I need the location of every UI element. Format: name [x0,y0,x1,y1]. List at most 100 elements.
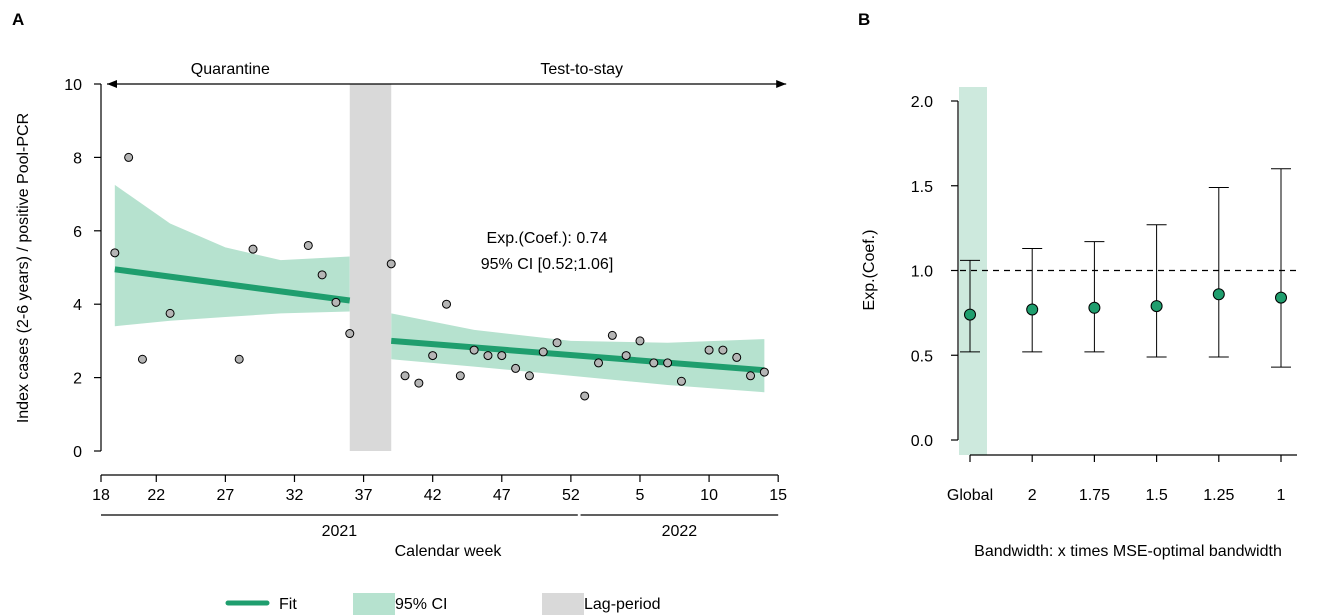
lag-period-band [349,84,392,451]
data-point [455,371,465,381]
x-axis: Global 2 1.75 1.5 1.25 1 [947,454,1297,504]
data-point [303,240,313,250]
x-tick-label: Global [947,487,993,504]
data-point [649,358,659,368]
year-label: 2022 [662,523,698,540]
y-axis-title: Exp.(Coef.) [861,230,878,311]
year-axis: 2021 2022 [101,514,779,540]
x-tick-label: 18 [92,487,110,504]
x-tick-label: 10 [700,487,718,504]
data-point [124,152,134,162]
estimate-point [1026,303,1039,316]
legend-swatch-ci [353,593,395,615]
data-point [317,270,327,280]
ci-band-pre [114,184,350,327]
data-point [621,351,631,361]
y-tick-label: 2.0 [911,94,933,111]
legend-label-fit: Fit [279,596,297,613]
arrow-right-icon [776,80,787,88]
estimate-point [1088,301,1101,314]
estimate-point [964,308,976,321]
data-point [497,351,507,361]
data-point [469,345,479,355]
x-tick-label: 47 [493,487,511,504]
y-axis-title: Index cases (2-6 years) / positive Pool-… [15,113,32,423]
y-tick-label: 6 [73,224,82,241]
data-point [165,308,175,318]
data-point [511,363,521,373]
phase-label-quarantine: Quarantine [191,61,270,78]
data-point [442,299,451,309]
data-point [345,329,355,339]
legend: Fit 95% CI Lag-period [225,593,661,615]
x-tick-label: 37 [355,487,373,504]
y-tick-label: 1.0 [911,264,933,281]
data-point [594,358,604,368]
year-label: 2021 [322,523,358,540]
x-tick-label: 15 [769,487,787,504]
data-point [414,378,424,388]
fit-lines [114,266,765,374]
data-point [676,376,686,386]
estimate-point [1150,300,1163,313]
data-point [552,338,562,348]
phase-label-test-to-stay: Test-to-stay [540,61,623,78]
data-point [483,351,493,361]
x-tick-label: 5 [636,487,645,504]
x-tick-label: 1 [1277,487,1286,504]
data-point [331,297,341,307]
ci-annotation: 95% CI [0.52;1.06] [481,256,614,273]
y-tick-label: 0 [73,444,82,461]
data-point [718,345,728,355]
panel-b-chart: 0.0 0.5 1.0 1.5 2.0 Global 2 1.75 1.5 1.25 1 Exp.… [861,87,1297,560]
estimate-point [1275,291,1287,304]
data-point [580,391,590,401]
data-point [538,347,548,357]
x-axis-title: Calendar week [395,543,503,560]
x-tick-label: 42 [424,487,442,504]
y-tick-label: 1.5 [911,179,933,196]
data-point [524,371,534,381]
phase-arrows: Quarantine Test-to-stay [107,61,787,88]
fit-line-pre [114,266,351,304]
legend-swatch-lag [542,593,584,615]
estimate-point [1212,288,1225,301]
data-point [704,345,714,355]
x-tick-label: 22 [147,487,165,504]
arrow-left-icon [107,80,117,88]
data-point [746,371,756,381]
y-tick-label: 0.0 [911,433,933,450]
data-point [635,336,645,346]
data-points [110,152,769,401]
panel-label-b: B [858,10,870,29]
data-point [759,367,769,377]
y-tick-label: 10 [64,77,82,94]
y-axis: 0 2 4 6 8 10 [64,77,102,461]
y-tick-label: 8 [73,150,82,167]
data-point [607,330,617,340]
data-point [137,354,147,364]
y-tick-label: 0.5 [911,348,933,365]
data-point [428,351,438,361]
x-axis: 18 22 27 32 37 42 47 52 5 10 15 [92,474,787,504]
panel-label-a: A [12,10,24,29]
estimate-points [964,288,1287,321]
data-point [732,352,742,362]
x-tick-label: 52 [562,487,580,504]
legend-label-lag: Lag-period [584,596,661,613]
x-tick-label: 32 [286,487,304,504]
data-point [234,354,244,364]
coef-annotation: Exp.(Coef.): 0.74 [487,230,608,247]
error-bars [960,168,1291,368]
y-axis: 0.0 0.5 1.0 1.5 2.0 [911,94,959,450]
y-tick-label: 2 [73,371,82,388]
data-point [386,259,396,269]
y-tick-label: 4 [73,297,82,314]
x-tick-label: 1.5 [1145,487,1167,504]
x-tick-label: 1.25 [1203,487,1234,504]
legend-label-ci: 95% CI [395,596,447,613]
fit-line-post [390,337,765,374]
x-axis-title: Bandwidth: x times MSE-optimal bandwidth [974,543,1282,560]
data-point [400,371,410,381]
